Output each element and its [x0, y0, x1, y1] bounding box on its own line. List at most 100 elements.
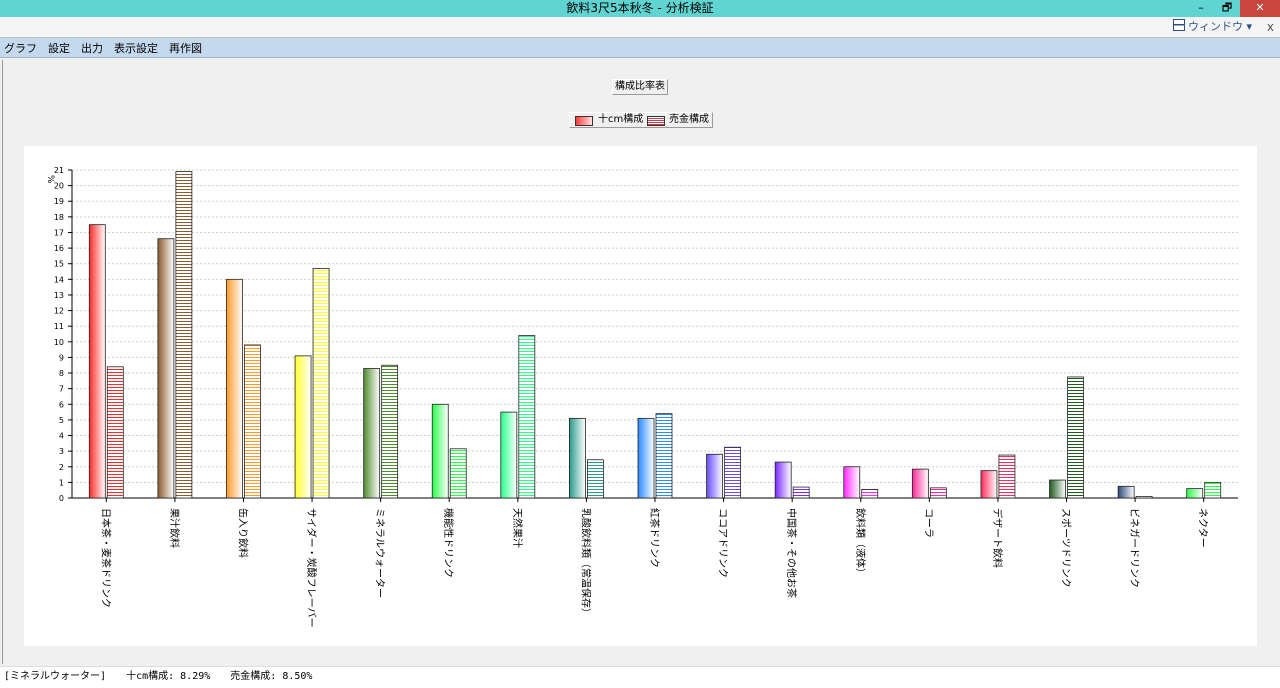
minimize-button[interactable]: – — [1198, 1, 1204, 14]
bar-count-5[interactable] — [431, 403, 449, 499]
plot-panel: 0 1 2 3 4 5 6 7 8 9 10 11 12 13 14 15 16 17 18 19 20 21% 日本茶・麦… — [24, 146, 1257, 646]
bar-count-12[interactable] — [911, 468, 929, 499]
bar-count-14[interactable] — [1049, 479, 1066, 499]
bar-count-8[interactable] — [637, 417, 655, 499]
bar-count-6[interactable] — [500, 411, 518, 499]
x-tick-label: ビネガードリンク — [1128, 508, 1140, 588]
y-tick-label: 8 — [59, 369, 64, 378]
y-tick-label: 20 — [54, 182, 64, 191]
menu-bar: グラフ 設定 出力 表示設定 再作図 — [0, 38, 1280, 58]
window-menu[interactable]: ウィンドウ ▾ — [1172, 19, 1252, 35]
bar-count-10[interactable] — [774, 461, 792, 499]
x-tick-label: 紅茶ドリンク — [648, 508, 661, 568]
x-tick-label: コーラ — [922, 508, 934, 538]
chart-title-button[interactable]: 構成比率表 — [612, 79, 668, 95]
bar-sales-14[interactable] — [1067, 376, 1084, 499]
x-tick-label: 日本茶・麦茶ドリンク — [99, 508, 112, 608]
bar-sales-6[interactable] — [518, 335, 536, 499]
y-tick-label: 0 — [59, 494, 64, 503]
y-tick-label: 19 — [54, 197, 64, 206]
bar-count-9[interactable] — [706, 453, 723, 499]
bar-sales-15[interactable] — [1135, 496, 1153, 499]
bar-sales-0[interactable] — [106, 366, 124, 499]
legend-swatch-sales — [647, 116, 665, 126]
menu-graph[interactable]: グラフ — [4, 41, 37, 55]
restore-button[interactable]: 🗗 — [1221, 1, 1233, 14]
bar-sales-12[interactable] — [929, 487, 947, 499]
legend-swatch-count — [575, 116, 593, 126]
status-selected: [ミネラルウォーター] — [4, 671, 107, 682]
bar-count-15[interactable] — [1117, 485, 1135, 499]
y-tick-label: 3 — [59, 447, 64, 456]
bar-sales-4[interactable] — [381, 364, 399, 499]
x-tick-label: 天然果汁 — [511, 508, 524, 548]
y-tick-label: 6 — [59, 400, 64, 409]
x-tick-label: 缶入り飲料 — [236, 508, 249, 558]
y-tick-label: 21 — [54, 166, 64, 175]
bar-chart: 0123456789101112131415161718192021%日本茶・麦… — [45, 166, 1238, 628]
bar-sales-5[interactable] — [449, 448, 467, 499]
x-tick-label: 果汁飲料 — [168, 508, 181, 548]
bar-sales-8[interactable] — [655, 413, 673, 499]
bar-sales-7[interactable] — [587, 459, 604, 499]
y-tick-label: 4 — [59, 432, 64, 441]
legend-label-count: 十cm構成 — [598, 114, 644, 125]
bar-count-0[interactable] — [88, 224, 106, 499]
y-tick-label: 18 — [54, 213, 64, 222]
y-tick-label: 17 — [54, 228, 64, 237]
x-tick-label: 中国茶・その他お茶 — [785, 508, 798, 598]
y-tick-label: 11 — [54, 322, 64, 331]
mdi-bar: ウィンドウ ▾ x — [0, 17, 1280, 38]
y-tick-label: 7 — [59, 385, 64, 394]
x-tick-label: デザート飲料 — [991, 508, 1004, 568]
window-icon — [1172, 19, 1185, 31]
menu-output[interactable]: 出力 — [81, 41, 103, 55]
y-tick-label: 13 — [54, 291, 64, 300]
menu-settings[interactable]: 設定 — [48, 41, 70, 55]
bar-count-16[interactable] — [1186, 488, 1204, 499]
legend: 十cm構成 売金構成 — [569, 112, 713, 128]
y-tick-label: 14 — [54, 275, 64, 284]
menu-display-settings[interactable]: 表示設定 — [114, 41, 158, 55]
bar-count-13[interactable] — [980, 470, 998, 499]
window-menu-label: ウィンドウ ▾ — [1187, 20, 1252, 33]
bar-count-2[interactable] — [226, 278, 243, 499]
bar-count-1[interactable] — [157, 238, 175, 499]
bar-count-4[interactable] — [363, 368, 381, 499]
bar-count-11[interactable] — [843, 466, 861, 499]
bar-sales-16[interactable] — [1204, 481, 1222, 499]
bar-sales-3[interactable] — [312, 268, 330, 499]
x-tick-label: ココアドリンク — [717, 508, 729, 578]
bar-sales-9[interactable] — [724, 446, 741, 499]
x-tick-label: スポーツドリンク — [1060, 508, 1072, 588]
bar-count-3[interactable] — [294, 355, 312, 499]
bar-sales-1[interactable] — [175, 171, 193, 499]
x-tick-label: 乳酸飲料類（常温保存） — [579, 508, 592, 618]
y-tick-label: 5 — [59, 416, 64, 425]
mdi-close-button[interactable]: x — [1266, 20, 1274, 34]
x-tick-label: 機能性ドリンク — [442, 508, 455, 578]
window-title: 飲料3尺5本秋冬 - 分析検証 — [566, 1, 714, 15]
y-tick-label: 12 — [54, 307, 64, 316]
bar-sales-10[interactable] — [792, 486, 810, 499]
status-bar: [ミネラルウォーター] 十cm構成: 8.29% 売金構成: 8.50% — [0, 666, 1280, 688]
bar-count-7[interactable] — [569, 417, 586, 499]
status-series1: 十cm構成: 8.29% — [126, 671, 211, 682]
y-tick-label: 1 — [59, 478, 64, 487]
y-axis-label: % — [45, 175, 55, 184]
x-tick-label: ネクター — [1197, 508, 1209, 548]
menu-redraw[interactable]: 再作図 — [169, 41, 202, 55]
bar-sales-2[interactable] — [244, 344, 261, 499]
y-tick-label: 16 — [54, 244, 64, 253]
y-tick-label: 9 — [59, 353, 64, 362]
x-tick-label: ミネラルウォーター — [374, 508, 386, 598]
y-tick-label: 10 — [54, 338, 64, 347]
bar-sales-11[interactable] — [861, 489, 879, 499]
x-tick-label: サイダー・炭酸フレーバー — [305, 508, 318, 628]
close-button[interactable]: ✕ — [1240, 0, 1280, 17]
y-tick-label: 2 — [59, 463, 64, 472]
legend-label-sales: 売金構成 — [669, 114, 709, 125]
status-series2: 売金構成: 8.50% — [230, 671, 313, 682]
bar-sales-13[interactable] — [998, 454, 1016, 499]
x-tick-label: 飲料類（液体） — [854, 508, 867, 578]
